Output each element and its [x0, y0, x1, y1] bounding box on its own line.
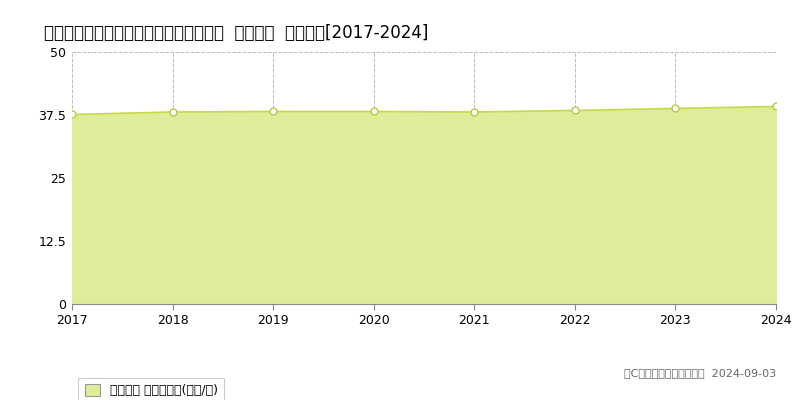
- Point: [166, 109, 179, 115]
- Point: [66, 111, 78, 118]
- Point: [367, 108, 380, 115]
- Point: [468, 109, 481, 115]
- Point: [669, 105, 682, 112]
- Point: [569, 107, 582, 114]
- Text: 愛知県愛知郡東郷町白鳥２丁目４番３外  地価公示  地価推移[2017-2024]: 愛知県愛知郡東郷町白鳥２丁目４番３外 地価公示 地価推移[2017-2024]: [44, 24, 428, 42]
- Text: （C）土地価格ドットコム  2024-09-03: （C）土地価格ドットコム 2024-09-03: [624, 368, 776, 378]
- Point: [266, 108, 279, 115]
- Legend: 地価公示 平均坪単価(万円/坪): 地価公示 平均坪単価(万円/坪): [78, 378, 224, 400]
- Point: [770, 103, 782, 110]
